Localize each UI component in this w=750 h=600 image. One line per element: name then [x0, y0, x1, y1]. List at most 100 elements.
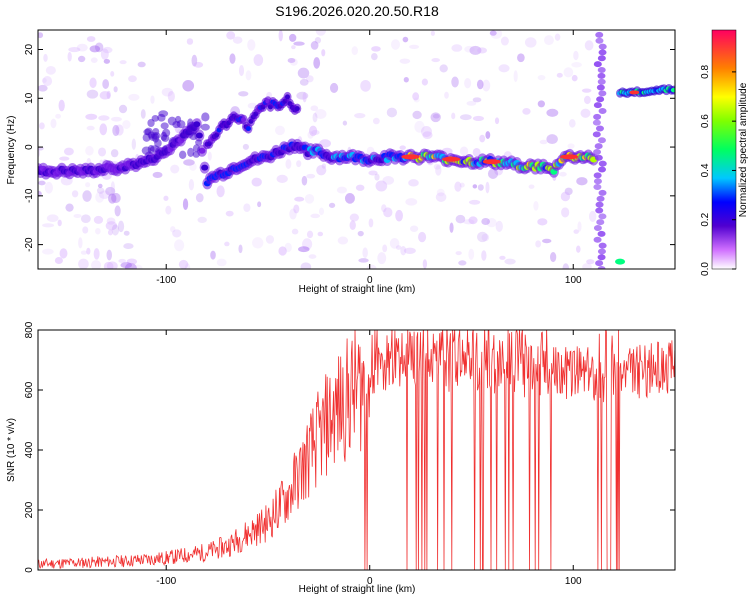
noise-blob [546, 108, 559, 117]
noise-blob [328, 202, 336, 208]
band-blob [595, 31, 604, 38]
noise-blob [106, 90, 111, 100]
noise-blob [57, 219, 62, 227]
colorbar-tick-label: 0.8 [700, 64, 711, 78]
noise-blob [289, 33, 297, 42]
band-blob [598, 242, 607, 249]
y-tick-label: 20 [24, 44, 35, 56]
noise-blob [105, 186, 116, 196]
noise-blob [113, 86, 118, 93]
noise-blob [100, 48, 109, 60]
noise-blob [197, 216, 207, 223]
noise-blob [276, 174, 288, 183]
noise-blob [296, 91, 309, 100]
spectrogram-ylabel: Frequency (Hz) [6, 116, 17, 185]
noise-blob [170, 164, 180, 174]
noise-blob [459, 182, 465, 188]
noise-blob [59, 248, 68, 259]
noise-blob [310, 105, 319, 112]
noise-blob [302, 92, 307, 103]
noise-blob [85, 145, 94, 156]
noise-blob [193, 61, 204, 68]
noise-blob [468, 248, 475, 260]
scatter-blob [152, 127, 160, 136]
noise-blob [349, 220, 356, 231]
noise-blob [513, 70, 518, 83]
noise-blob [351, 46, 358, 56]
band-blob [595, 207, 604, 214]
noise-blob [294, 196, 305, 202]
noise-blob [96, 187, 105, 194]
noise-blob [103, 261, 114, 269]
noise-blob [314, 37, 322, 44]
noise-blob [537, 218, 548, 226]
noise-blob [111, 224, 120, 236]
noise-blob [226, 31, 236, 40]
noise-blob [252, 237, 264, 249]
noise-blob [336, 186, 348, 194]
noise-blob [85, 182, 91, 188]
noise-blob [110, 181, 115, 194]
scatter-blob [187, 147, 195, 157]
noise-blob [533, 200, 539, 211]
noise-blob [285, 159, 292, 169]
band-blob [592, 131, 601, 138]
noise-blob [314, 109, 327, 119]
scatter-blob [192, 144, 200, 153]
noise-blob [105, 221, 118, 231]
y-tick-label: 400 [24, 441, 35, 458]
noise-blob [477, 47, 488, 54]
noise-blob [85, 113, 98, 120]
band-blob [594, 154, 603, 161]
noise-blob [490, 30, 503, 39]
noise-blob [140, 109, 146, 119]
noise-blob [375, 180, 388, 192]
band-blob [597, 254, 606, 261]
noise-blob [495, 220, 503, 232]
noise-blob [306, 173, 316, 179]
noise-blob [451, 112, 456, 120]
noise-blob [413, 97, 420, 103]
noise-blob [431, 57, 440, 63]
noise-blob [132, 264, 143, 269]
ridge-peak [560, 154, 579, 160]
noise-blob [278, 30, 283, 42]
noise-blob [123, 230, 130, 236]
segment-peak [629, 90, 640, 95]
noise-blob [310, 41, 319, 50]
noise-blob [451, 76, 459, 88]
noise-blob [562, 263, 570, 269]
noise-blob [368, 218, 374, 228]
noise-blob [477, 184, 484, 191]
noise-blob [311, 129, 320, 135]
noise-blob [468, 199, 481, 205]
y-tick-label: 10 [24, 92, 35, 104]
y-tick-label: -20 [24, 237, 35, 252]
scatter-blob [168, 137, 177, 147]
scatter-blob [147, 118, 155, 128]
noise-blob [293, 204, 300, 214]
scatter-blob [160, 122, 169, 130]
noise-blob [354, 112, 366, 119]
noise-blob [102, 79, 110, 89]
noise-blob [408, 179, 419, 187]
noise-blob [304, 193, 315, 204]
noise-blob [251, 177, 262, 187]
noise-blob [238, 65, 245, 77]
noise-blob [128, 93, 140, 101]
noise-blob [321, 163, 327, 169]
noise-blob [78, 237, 83, 249]
noise-blob [383, 207, 393, 218]
noise-blob [358, 258, 369, 263]
noise-blob [82, 190, 92, 202]
noise-blob [481, 250, 487, 261]
noise-blob [42, 223, 55, 228]
noise-blob [567, 143, 575, 149]
noise-blob [298, 246, 310, 253]
noise-blob [500, 36, 509, 46]
noise-blob [229, 53, 236, 64]
noise-blob [95, 191, 105, 203]
noise-blob [265, 235, 275, 244]
noise-blob [128, 75, 137, 83]
noise-blob [307, 131, 314, 139]
